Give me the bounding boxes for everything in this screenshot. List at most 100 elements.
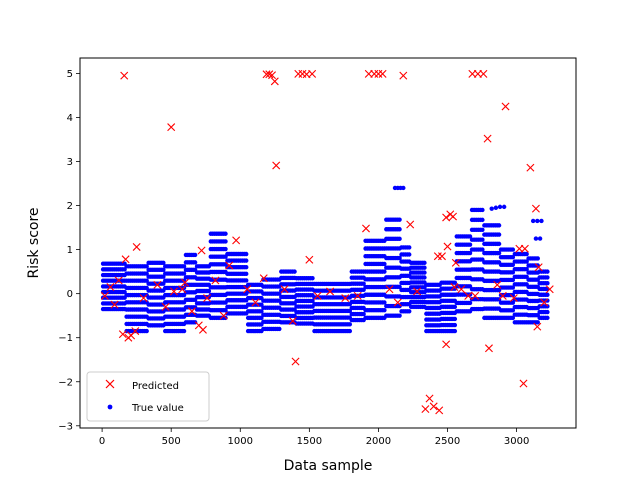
predicted-point (211, 276, 220, 285)
true-value-point (244, 271, 249, 277)
predicted-point (493, 280, 502, 289)
predicted-point (442, 213, 451, 222)
true-value-point (144, 271, 149, 276)
plot-area (79, 57, 577, 429)
predicted-point (161, 302, 170, 311)
true-value-point (545, 298, 550, 303)
true-value-point (452, 316, 458, 322)
predicted-point (197, 246, 206, 255)
predicted-point (533, 322, 542, 331)
true-value-point (545, 315, 550, 321)
true-value-point (310, 298, 315, 304)
true-value-point (510, 270, 516, 275)
true-value-point (480, 247, 485, 252)
predicted-point (288, 316, 297, 325)
predicted-point (526, 163, 535, 172)
predicted-point (449, 212, 458, 221)
predicted-point (421, 405, 430, 414)
x-tick-label: 0 (99, 436, 105, 447)
true-value-point (397, 227, 402, 232)
y-tick-label: 0 (67, 289, 73, 300)
predicted-point (378, 69, 387, 78)
predicted-point (251, 298, 260, 307)
y-tick-label: 1 (67, 245, 73, 256)
predicted-point (413, 287, 422, 296)
predicted-point (393, 298, 402, 307)
true-value-point (223, 246, 228, 252)
true-value-point (510, 300, 516, 305)
predicted-point (540, 298, 549, 307)
predicted-point (198, 325, 207, 334)
true-value-point (467, 300, 473, 306)
true-value-point (422, 260, 427, 266)
predicted-point (259, 274, 268, 283)
true-value-point (382, 269, 387, 274)
true-value-point (259, 309, 264, 314)
true-value-point (501, 204, 507, 210)
predicted-point (498, 291, 507, 300)
true-value-point (244, 251, 249, 257)
true-value-point (510, 277, 516, 283)
predicted-point (243, 285, 252, 294)
true-value-point (382, 261, 387, 267)
true-value-point (223, 231, 228, 236)
predicted-point (429, 402, 438, 411)
predicted-point (471, 291, 480, 300)
predicted-point (483, 134, 492, 143)
predicted-point (479, 69, 488, 78)
predicted-point (520, 244, 529, 253)
true-value-point (467, 250, 473, 256)
x-tick-label: 500 (162, 436, 181, 447)
true-value-point (524, 251, 529, 257)
true-value-point (161, 267, 166, 272)
true-value-point (537, 236, 543, 241)
predicted-point (280, 285, 289, 294)
true-value-point (144, 264, 149, 269)
true-value-point (397, 236, 402, 242)
y-tick-label: −2 (58, 377, 73, 388)
true-value-point (480, 237, 485, 242)
true-value-point (244, 278, 249, 283)
true-value-point (361, 311, 366, 317)
true-value-point (347, 328, 353, 334)
predicted-point (110, 300, 119, 309)
true-value-point (524, 259, 529, 264)
true-value-point (223, 308, 228, 313)
true-value-point (192, 260, 198, 265)
true-value-point (181, 271, 187, 276)
true-value-point (535, 218, 540, 224)
predicted-point (308, 69, 317, 78)
predicted-point (451, 258, 460, 267)
true-value-point (401, 185, 406, 191)
true-value-point (310, 276, 315, 281)
predicted-point (519, 379, 528, 388)
predicted-point (131, 327, 140, 336)
true-value-point (489, 206, 494, 211)
predicted-point (132, 242, 141, 251)
legend-true-label: True value (131, 403, 184, 414)
predicted-series (100, 69, 554, 415)
legend-predicted-label: Predicted (132, 381, 179, 392)
true-value-point (452, 304, 458, 310)
predicted-point (167, 123, 176, 132)
predicted-point (509, 294, 518, 303)
true-value-point (407, 245, 412, 250)
legend-predicted-marker (105, 379, 115, 389)
predicted-point (362, 224, 370, 233)
predicted-point (435, 406, 444, 415)
true-value-point (422, 270, 427, 275)
true-value-point (480, 207, 485, 213)
predicted-point (450, 283, 459, 292)
predicted-point (118, 330, 127, 339)
true-value-point (382, 307, 387, 313)
legend-true-marker (107, 404, 113, 410)
true-value-point (533, 236, 539, 241)
true-value-point (422, 275, 427, 280)
predicted-point (181, 278, 189, 287)
predicted-point (153, 280, 162, 289)
true-value-point (524, 266, 529, 272)
predicted-point (100, 291, 109, 300)
y-axis-label: Risk score (26, 207, 42, 278)
true-value-point (144, 328, 149, 334)
predicted-point (187, 307, 196, 316)
